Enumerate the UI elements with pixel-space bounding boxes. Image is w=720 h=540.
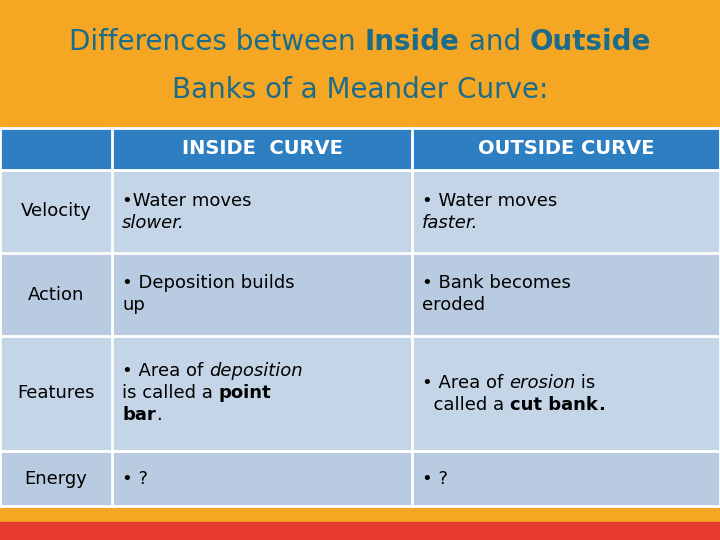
Text: Features: Features: [17, 384, 95, 402]
Text: point: point: [219, 384, 271, 402]
Text: • Deposition builds: • Deposition builds: [122, 274, 294, 293]
Bar: [0, 128, 720, 170]
Text: called a: called a: [422, 395, 510, 414]
Text: Outside: Outside: [529, 28, 651, 56]
Text: • Area of: • Area of: [122, 362, 209, 381]
Text: Energy: Energy: [24, 469, 87, 488]
Text: Banks of a Meander Curve:: Banks of a Meander Curve:: [172, 76, 548, 104]
Bar: [0, 0, 720, 128]
Text: Action: Action: [28, 286, 84, 303]
Text: faster.: faster.: [422, 213, 478, 232]
Bar: [0, 253, 720, 336]
Bar: [0, 170, 720, 253]
Text: is called a: is called a: [122, 384, 219, 402]
Bar: [0, 522, 720, 540]
Text: eroded: eroded: [422, 296, 485, 314]
Text: and: and: [459, 28, 529, 56]
Text: erosion: erosion: [509, 374, 575, 391]
Text: • Bank becomes: • Bank becomes: [422, 274, 571, 293]
Text: bar: bar: [122, 407, 156, 424]
Text: Inside: Inside: [364, 28, 459, 56]
Text: • ?: • ?: [122, 469, 148, 488]
Text: •Water moves: •Water moves: [122, 192, 251, 210]
Text: Velocity: Velocity: [21, 202, 91, 220]
Text: deposition: deposition: [209, 362, 302, 381]
Text: • ?: • ?: [422, 469, 448, 488]
Text: • Water moves: • Water moves: [422, 192, 557, 210]
Bar: [0, 451, 720, 506]
Text: INSIDE  CURVE: INSIDE CURVE: [181, 139, 343, 159]
Text: slower.: slower.: [122, 213, 185, 232]
Text: .: .: [598, 395, 605, 414]
Text: Differences between: Differences between: [69, 28, 364, 56]
Bar: [0, 336, 720, 451]
Text: OUTSIDE CURVE: OUTSIDE CURVE: [478, 139, 654, 159]
Text: up: up: [122, 296, 145, 314]
Text: • Area of: • Area of: [422, 374, 509, 391]
Text: is: is: [575, 374, 595, 391]
Text: .: .: [156, 407, 161, 424]
Text: cut bank: cut bank: [510, 395, 598, 414]
